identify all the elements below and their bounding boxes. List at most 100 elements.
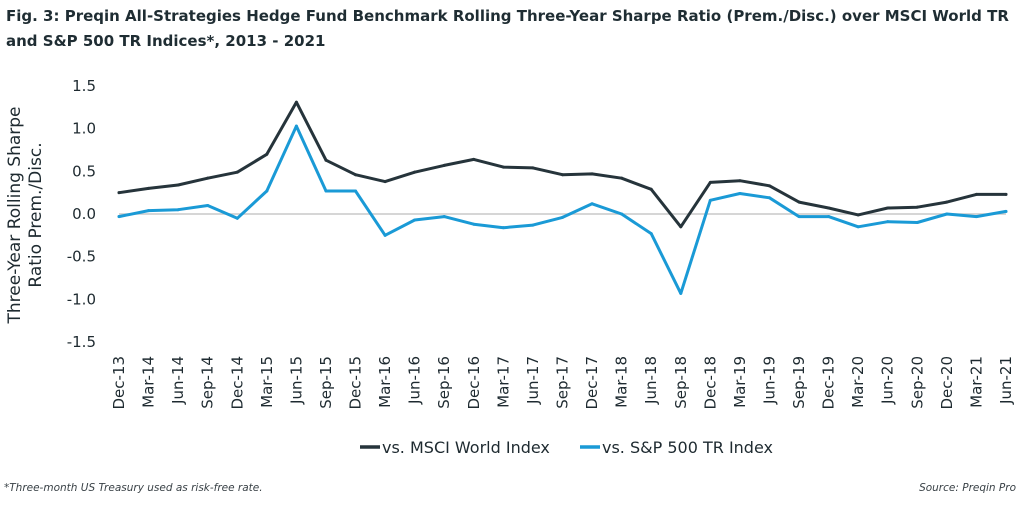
data-point-msci-world (501, 165, 505, 169)
x-tick-label: Mar-15 (258, 356, 276, 408)
x-tick-label: Jun-19 (760, 356, 778, 405)
data-point-sp500 (945, 212, 949, 216)
data-point-msci-world (472, 157, 476, 161)
x-tick-label: Jun-17 (524, 356, 542, 405)
x-tick-label: Jun-18 (642, 356, 660, 405)
series-line-msci-world (117, 100, 1008, 229)
x-tick-label: Sep-16 (435, 356, 453, 409)
data-point-sp500 (265, 189, 269, 193)
x-tick-label: Dec-17 (583, 356, 601, 410)
data-point-msci-world (590, 172, 594, 176)
x-tick-label: Mar-19 (731, 356, 749, 408)
legend: vs. MSCI World Index vs. S&P 500 TR Index (360, 438, 773, 457)
data-point-sp500 (1004, 209, 1008, 213)
y-axis-ticks: 1.5 1.0 0.5 0.0 -0.5 -1.0 -1.5 (67, 77, 96, 351)
x-tick-label: Sep-19 (790, 356, 808, 409)
data-point-msci-world (265, 152, 269, 156)
x-tick-label: Jun-14 (169, 356, 187, 405)
x-tick-label: Jun-16 (406, 356, 424, 405)
data-point-sp500 (354, 189, 358, 193)
data-point-sp500 (206, 203, 210, 207)
x-tick-label: Sep-15 (317, 356, 335, 409)
data-point-msci-world (383, 180, 387, 184)
chart-title: Fig. 3: Preqin All-Strategies Hedge Fund… (6, 7, 1009, 50)
data-point-sp500 (147, 209, 151, 213)
y-axis-title-line: Ratio Prem./Disc. (26, 142, 46, 287)
x-tick-label: Mar-21 (967, 356, 985, 408)
data-point-sp500 (856, 225, 860, 229)
y-axis-title-line: Three-Year Rolling Sharpe (5, 106, 25, 324)
x-tick-label: Jun-20 (879, 356, 897, 405)
data-point-msci-world (945, 200, 949, 204)
y-tick-label: -1.0 (67, 290, 96, 308)
legend-label-msci-world: vs. MSCI World Index (382, 438, 550, 457)
data-point-sp500 (590, 202, 594, 206)
x-tick-label: Mar-17 (494, 356, 512, 408)
data-point-msci-world (915, 205, 919, 209)
data-point-msci-world (620, 176, 624, 180)
data-point-sp500 (827, 215, 831, 219)
y-tick-label: -1.5 (67, 333, 96, 351)
data-point-sp500 (413, 218, 417, 222)
x-tick-label: Dec-13 (110, 356, 128, 410)
data-point-sp500 (324, 189, 328, 193)
x-tick-label: Mar-20 (849, 356, 867, 408)
data-point-msci-world (886, 206, 890, 210)
data-point-msci-world (294, 100, 298, 104)
data-point-sp500 (974, 215, 978, 219)
data-point-sp500 (531, 223, 535, 227)
data-point-sp500 (501, 226, 505, 230)
data-point-sp500 (176, 208, 180, 212)
y-tick-label: 0.5 (72, 162, 96, 180)
legend-label-sp500: vs. S&P 500 TR Index (602, 438, 773, 457)
x-tick-label: Mar-14 (140, 356, 158, 408)
x-tick-label: Sep-14 (199, 356, 217, 409)
data-point-sp500 (708, 198, 712, 202)
x-tick-label: Dec-20 (938, 356, 956, 410)
data-point-msci-world (324, 158, 328, 162)
y-tick-label: -0.5 (67, 248, 96, 266)
data-point-sp500 (767, 196, 771, 200)
data-point-sp500 (442, 215, 446, 219)
data-point-msci-world (235, 170, 239, 174)
y-axis-title: Three-Year Rolling Sharpe Ratio Prem./Dis… (5, 106, 46, 324)
data-point-sp500 (472, 222, 476, 226)
data-point-msci-world (649, 187, 653, 191)
data-point-msci-world (827, 206, 831, 210)
data-point-sp500 (561, 215, 564, 219)
data-point-sp500 (679, 291, 683, 295)
data-point-msci-world (1004, 192, 1008, 196)
x-tick-label: Mar-18 (613, 356, 631, 408)
data-point-msci-world (413, 170, 417, 174)
source-note: Source: Preqin Pro (919, 482, 1016, 494)
data-point-msci-world (531, 166, 535, 170)
data-point-msci-world (679, 225, 683, 229)
x-tick-label: Jun-15 (287, 356, 305, 405)
data-point-msci-world (738, 179, 742, 183)
y-tick-label: 0.0 (72, 205, 96, 223)
series-group (117, 100, 1008, 295)
x-tick-label: Dec-19 (820, 356, 838, 410)
footnote: *Three-month US Treasury used as risk-fr… (4, 482, 263, 494)
x-tick-label: Sep-18 (672, 356, 690, 409)
x-tick-label: Dec-15 (347, 356, 365, 410)
data-point-msci-world (176, 183, 180, 187)
data-point-msci-world (442, 163, 446, 167)
x-tick-label: Dec-14 (228, 356, 246, 410)
data-point-sp500 (235, 216, 239, 220)
x-tick-label: Sep-17 (554, 356, 572, 409)
data-point-sp500 (915, 221, 919, 225)
data-point-msci-world (767, 184, 771, 188)
y-tick-label: 1.0 (72, 120, 96, 138)
data-point-msci-world (561, 173, 564, 177)
series-line-sp500 (117, 124, 1008, 295)
data-point-msci-world (147, 186, 151, 190)
y-tick-label: 1.5 (72, 77, 96, 95)
data-point-msci-world (974, 192, 978, 196)
x-tick-label: Mar-16 (376, 356, 394, 408)
data-point-msci-world (708, 180, 712, 184)
x-tick-label: Sep-20 (908, 356, 926, 409)
data-point-msci-world (206, 176, 210, 180)
data-point-sp500 (117, 215, 121, 219)
